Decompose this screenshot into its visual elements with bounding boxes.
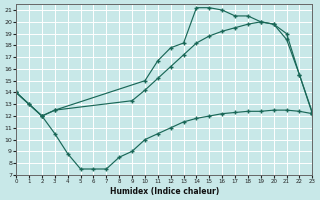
X-axis label: Humidex (Indice chaleur): Humidex (Indice chaleur) — [110, 187, 219, 196]
